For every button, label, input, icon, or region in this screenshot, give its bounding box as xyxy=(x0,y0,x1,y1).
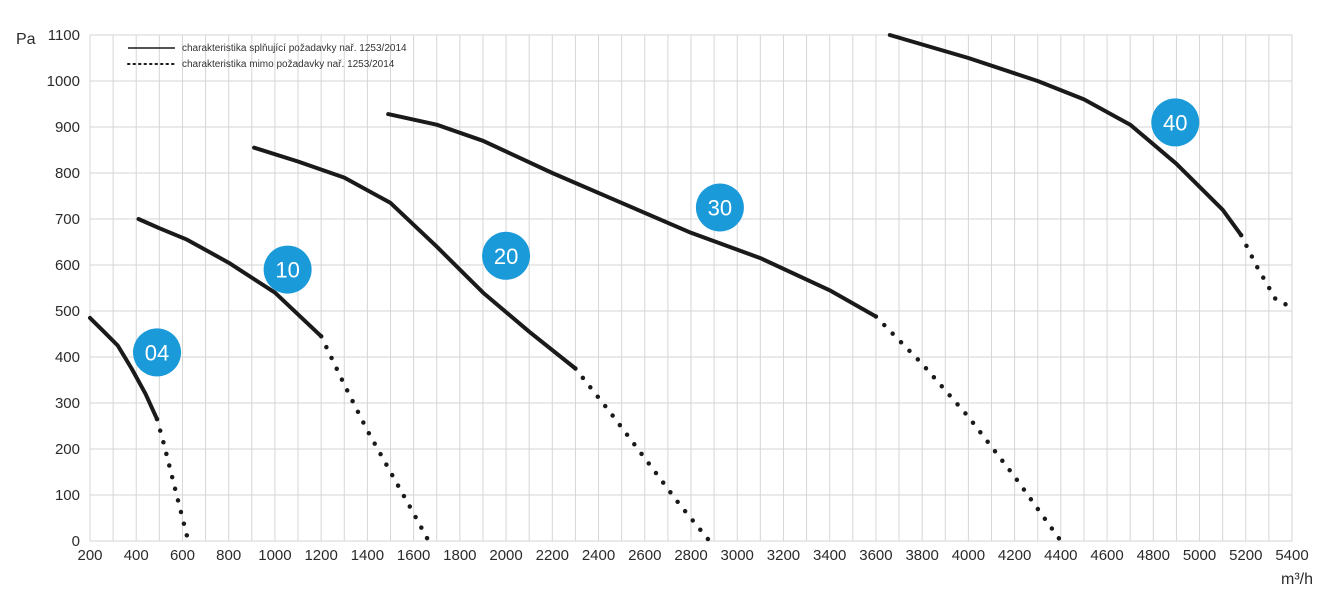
y-tick-label: 1000 xyxy=(47,73,80,90)
series-badge-label: 10 xyxy=(275,258,299,283)
x-tick-label: 1600 xyxy=(397,547,430,564)
y-tick-label: 0 xyxy=(72,533,80,550)
series-badge-circle xyxy=(263,245,312,294)
y-tick-label: 200 xyxy=(55,441,80,458)
x-tick-label: 600 xyxy=(170,547,195,564)
x-tick-label: 3800 xyxy=(905,547,938,564)
x-tick-label: 4600 xyxy=(1090,547,1123,564)
y-axis-ticks: 0 100 200 300 400 500 600 700 800 900 1000 1100 xyxy=(47,27,80,550)
x-tick-label: 1200 xyxy=(304,547,337,564)
y-tick-label: 100 xyxy=(55,487,80,504)
x-tick-label: 4200 xyxy=(998,547,1031,564)
legend: charakteristika splňující požadavky nař.… xyxy=(127,43,407,70)
x-tick-label: 5000 xyxy=(1183,547,1216,564)
x-tick-label: 4000 xyxy=(952,547,985,564)
series-10-solid-line xyxy=(136,217,324,339)
grid xyxy=(89,34,1293,542)
y-tick-label: 800 xyxy=(55,165,80,182)
x-tick-label: 5400 xyxy=(1275,547,1308,564)
x-axis-label: m³/h xyxy=(1281,571,1313,588)
y-tick-label: 500 xyxy=(55,303,80,320)
x-tick-label: 2800 xyxy=(674,547,707,564)
series-badge: 40 xyxy=(1151,98,1200,147)
x-tick-label: 2000 xyxy=(489,547,522,564)
series-30-solid-line xyxy=(386,112,878,319)
x-tick-label: 800 xyxy=(216,547,241,564)
series-04-solid-line xyxy=(88,315,159,422)
x-tick-label: 3400 xyxy=(813,547,846,564)
series-badges: 04 10 20 30 40 xyxy=(133,98,1200,377)
x-tick-label: 2200 xyxy=(536,547,569,564)
series-badge-label: 04 xyxy=(145,340,169,365)
y-tick-label: 1100 xyxy=(48,27,80,44)
x-tick-label: 1800 xyxy=(443,547,476,564)
y-tick-label: 600 xyxy=(55,257,80,274)
x-tick-label: 2400 xyxy=(582,547,615,564)
series-40-dotted-line xyxy=(1238,232,1292,309)
y-tick-label: 700 xyxy=(55,211,80,228)
series-badge-label: 40 xyxy=(1163,110,1187,135)
series-badge: 10 xyxy=(263,245,312,294)
legend-dotted-label: charakteristika mimo požadavky nař. 1253… xyxy=(182,59,395,70)
y-tick-label: 400 xyxy=(55,349,80,366)
series-layer xyxy=(88,33,1292,544)
series-badge: 30 xyxy=(695,183,744,232)
series-40-solid-line xyxy=(887,33,1244,238)
y-axis-label: Pa xyxy=(16,31,36,48)
x-tick-label: 1400 xyxy=(351,547,384,564)
series-badge-circle xyxy=(1151,98,1200,147)
x-tick-label: 3000 xyxy=(721,547,754,564)
x-tick-label: 5200 xyxy=(1229,547,1262,564)
series-badge: 20 xyxy=(482,231,531,280)
series-badge: 04 xyxy=(133,328,182,377)
series-badge-label: 30 xyxy=(708,196,732,221)
x-tick-label: 1000 xyxy=(258,547,291,564)
x-axis-ticks: 200 400 600 800 1000 1200 1400 1600 1800 2000 2200… xyxy=(77,547,1308,564)
series-badge-circle xyxy=(482,231,531,280)
series-badge-circle xyxy=(695,183,744,232)
y-tick-label: 300 xyxy=(55,395,80,412)
x-tick-label: 4800 xyxy=(1137,547,1170,564)
series-badge-label: 20 xyxy=(494,244,518,269)
series-20-dotted-line xyxy=(573,366,712,544)
x-tick-label: 400 xyxy=(124,547,149,564)
series-30-dotted-line xyxy=(873,314,1064,544)
series-20-solid-line xyxy=(252,145,578,371)
y-tick-label: 900 xyxy=(55,119,80,136)
series-04-dotted-line xyxy=(154,416,191,544)
x-tick-label: 3200 xyxy=(767,547,800,564)
x-tick-label: 2600 xyxy=(628,547,661,564)
x-tick-label: 3600 xyxy=(859,547,892,564)
series-badge-circle xyxy=(133,328,182,377)
series-10-dotted-line xyxy=(318,334,431,544)
legend-solid-label: charakteristika splňující požadavky nař.… xyxy=(182,43,407,54)
x-tick-label: 200 xyxy=(77,547,102,564)
x-tick-label: 4400 xyxy=(1044,547,1077,564)
